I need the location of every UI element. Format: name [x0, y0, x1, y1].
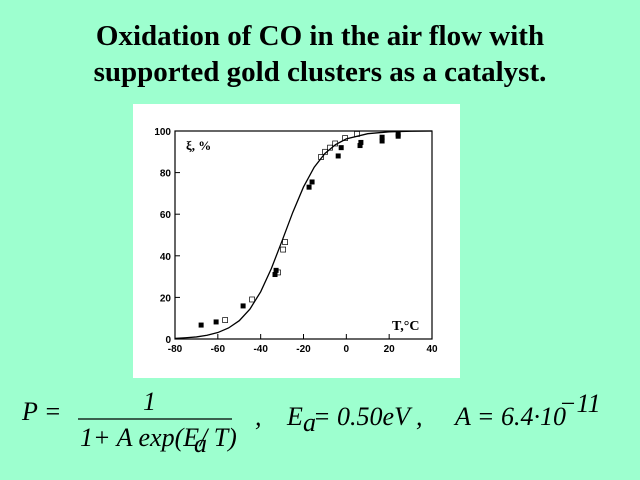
y-tick-label: 40	[160, 252, 172, 263]
data-point	[280, 246, 287, 253]
x-axis-label: T,°C	[392, 319, 420, 334]
x-tick-label: -20	[296, 344, 311, 355]
x-tick-label: 40	[426, 344, 438, 355]
x-tick-label: 20	[384, 344, 396, 355]
data-point	[379, 138, 385, 144]
y-tick-label: 60	[160, 210, 172, 221]
formula-a-exp: −11	[559, 389, 601, 418]
formula-ea-val: = 0.50eV ,	[313, 402, 423, 431]
fit-curve	[174, 130, 433, 340]
data-point	[272, 272, 278, 278]
formula-den-b: / T)	[198, 423, 237, 452]
y-tick-label: 20	[160, 293, 172, 304]
data-point	[358, 139, 364, 145]
y-tick-label: 100	[154, 127, 171, 138]
data-point	[338, 145, 344, 151]
y-tick-label: 0	[165, 335, 171, 346]
x-tick-label: 0	[344, 344, 350, 355]
data-point	[222, 317, 228, 323]
chart-panel	[133, 104, 460, 378]
formula-numerator: 1	[143, 387, 156, 416]
data-point	[395, 131, 401, 137]
formula-den-sub: a	[194, 429, 207, 458]
data-point	[198, 322, 204, 328]
data-point	[357, 143, 363, 149]
formula-ea: E	[286, 402, 303, 431]
data-point	[249, 296, 255, 303]
formula-den-a: 1+ A exp(E	[80, 423, 199, 452]
y-tick-label: 80	[160, 169, 172, 180]
slide-title: Oxidation of CO in the air flow with sup…	[93, 20, 547, 88]
x-tick-label: -40	[253, 344, 268, 355]
formula-comma: ,	[255, 402, 262, 431]
data-point	[335, 153, 341, 159]
formula: P = 1 1+ A exp(E a / T) , E a = 0.50eV ,…	[21, 387, 601, 458]
data-point	[213, 319, 219, 325]
data-point	[379, 134, 385, 140]
data-point	[282, 239, 288, 245]
x-tick-label: -60	[211, 344, 226, 355]
data-point	[275, 269, 281, 276]
data-point	[273, 267, 279, 273]
x-tick-label: -80	[168, 344, 183, 355]
data-point	[240, 303, 246, 309]
formula-ea-sub: a	[303, 408, 316, 437]
y-axis-label: ξ, %	[186, 138, 211, 153]
data-point	[306, 184, 312, 190]
formula-lhs: P =	[21, 397, 61, 426]
data-point	[309, 179, 315, 185]
formula-a-val: A = 6.4·10	[453, 402, 566, 431]
data-point	[318, 154, 324, 160]
